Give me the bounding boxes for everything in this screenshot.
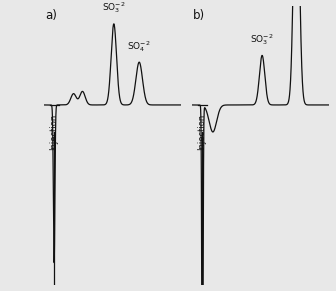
Text: SO$_3^{-2}$: SO$_3^{-2}$ [102,1,126,15]
Text: b): b) [193,9,206,22]
Text: a): a) [45,9,57,22]
Text: SO$_3^{-2}$: SO$_3^{-2}$ [250,32,274,47]
Text: Injection: Injection [49,113,58,150]
Text: Injection: Injection [197,113,206,150]
Text: SO$_4^{-2}$: SO$_4^{-2}$ [127,39,151,54]
